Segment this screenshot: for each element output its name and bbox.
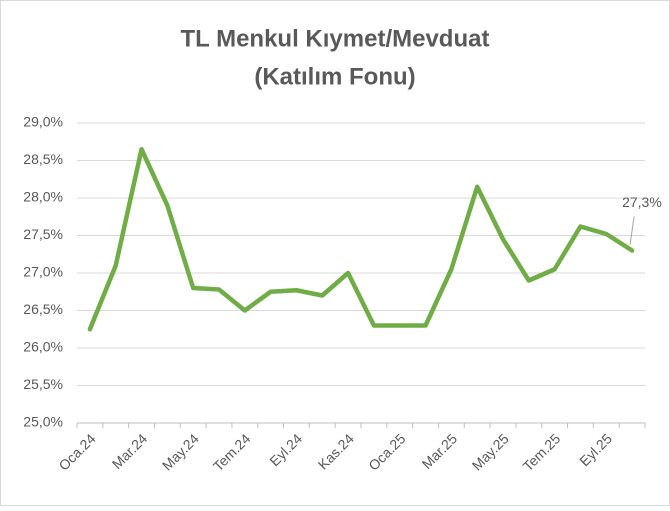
data-label: 27,3% <box>622 194 662 210</box>
y-tick-label: 26,0% <box>23 339 63 355</box>
y-tick-label: 26,5% <box>23 301 63 317</box>
chart-title: TL Menkul Kıymet/Mevduat <box>181 25 490 52</box>
y-tick-label: 25,5% <box>23 376 63 392</box>
y-tick-label: 29,0% <box>23 114 63 130</box>
y-tick-label: 28,0% <box>23 189 63 205</box>
line-series <box>87 147 635 332</box>
y-tick-label: 27,5% <box>23 226 63 242</box>
y-tick-label: 25,0% <box>23 414 63 430</box>
y-tick-label: 27,0% <box>23 264 63 280</box>
y-tick-label: 28,5% <box>23 151 63 167</box>
chart-title: (Katılım Fonu) <box>254 63 415 90</box>
label-leader <box>629 216 635 245</box>
